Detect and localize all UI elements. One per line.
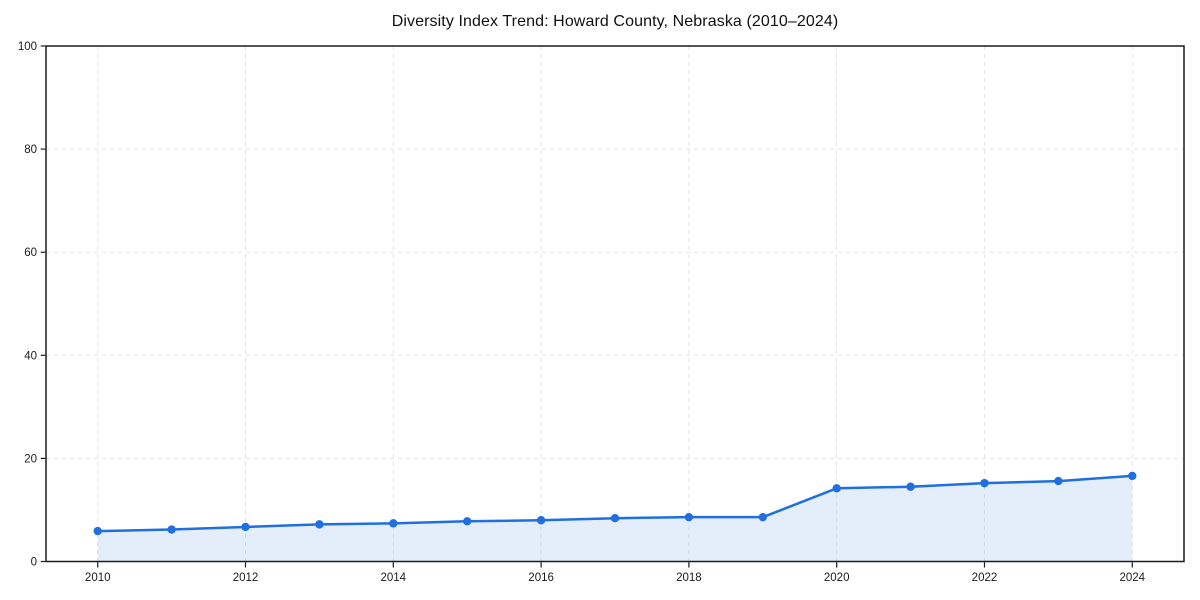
y-axis-tick-label: 40 (24, 350, 37, 362)
x-axis-tick-label: 2022 (972, 572, 998, 584)
data-point-marker (684, 512, 694, 522)
x-axis-tick-label: 2012 (233, 572, 259, 584)
x-axis-tick-label: 2010 (85, 572, 111, 584)
data-point-marker (980, 478, 989, 488)
data-point-marker (167, 525, 176, 534)
y-axis-tick-label: 60 (24, 247, 37, 259)
data-point-marker (1128, 471, 1137, 481)
data-point-marker (315, 520, 324, 529)
x-axis-tick-label: 2020 (824, 572, 850, 584)
y-axis-tick-label: 80 (24, 144, 37, 156)
data-point-marker (241, 522, 250, 532)
data-point-marker (906, 482, 915, 491)
x-axis-tick-label: 2018 (676, 572, 702, 584)
y-axis-tick-label: 0 (31, 557, 37, 569)
data-point-marker (536, 516, 546, 525)
axis-frame (45, 45, 1185, 563)
data-point-marker (758, 512, 767, 522)
data-point-marker (610, 513, 620, 523)
data-point-marker (463, 517, 472, 526)
data-point-marker (1054, 476, 1063, 486)
x-axis-tick-label: 2024 (1119, 572, 1145, 584)
data-point-marker (832, 484, 841, 493)
data-point-marker (93, 526, 102, 536)
x-axis-tick-label: 2014 (381, 572, 407, 584)
y-axis-tick-label: 100 (18, 41, 37, 53)
chart-title: Diversity Index Trend: Howard County, Ne… (391, 13, 839, 30)
y-axis-tick-label: 20 (24, 453, 37, 465)
data-point-marker (389, 519, 398, 528)
x-axis-tick-label: 2016 (528, 572, 554, 584)
